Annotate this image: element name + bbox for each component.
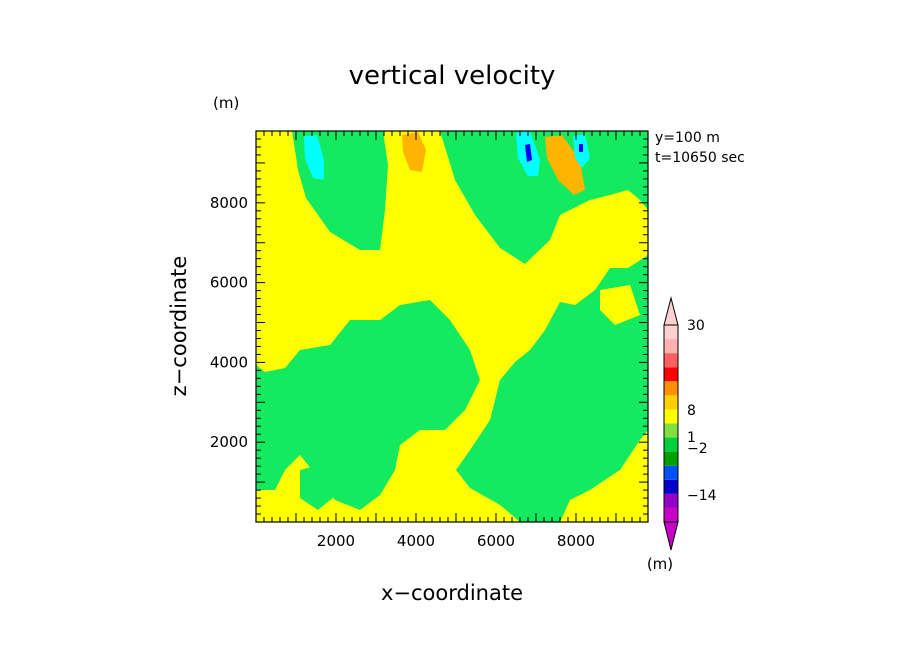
- colorbar-arrow-bottom: [663, 521, 679, 551]
- green-patch-right: [558, 380, 605, 430]
- colorbar-segment: [664, 381, 678, 396]
- blue-blob-2: [579, 144, 583, 152]
- colorbar-frame: [663, 324, 679, 523]
- y-axis-label: z−coordinate: [167, 256, 191, 397]
- y-tick-label: 4000: [210, 353, 248, 371]
- colorbar-unit-label: (m): [647, 555, 673, 573]
- colorbar-arrow-top: [663, 296, 679, 326]
- x-tick-label: 8000: [557, 532, 595, 550]
- blue-blob-1: [525, 144, 532, 162]
- colorbar-segment: [664, 423, 678, 438]
- y-tick-label: 8000: [210, 194, 248, 212]
- orange-blob-1: [402, 132, 426, 172]
- contour-field: [255, 130, 649, 523]
- green-patch-center: [345, 385, 400, 432]
- colorbar-segment: [664, 507, 678, 522]
- colorbar-segment: [664, 451, 678, 466]
- colorbar-segment: [664, 353, 678, 368]
- green-patch-mid: [405, 345, 450, 385]
- colorbar-label: 30: [687, 318, 705, 334]
- colorbar-label: −14: [687, 488, 717, 504]
- colorbar-label: −2: [687, 441, 708, 457]
- colorbar-segment: [664, 465, 678, 480]
- colorbar-segment: [664, 437, 678, 452]
- y-unit-label: (m): [213, 94, 239, 112]
- y-tick-label: 2000: [210, 433, 248, 451]
- colorbar-segment: [664, 325, 678, 340]
- colorbar-segment: [664, 493, 678, 508]
- cyan-blob-1: [304, 135, 324, 180]
- x-tick-label: 4000: [397, 532, 435, 550]
- green-patch-bottom: [300, 462, 340, 510]
- annotation-t: t=10650 sec: [655, 150, 745, 166]
- colorbar-segment: [664, 367, 678, 382]
- chart-title: vertical velocity: [349, 61, 556, 91]
- colorbar-label: 1: [687, 430, 696, 446]
- x-tick-label: 2000: [317, 532, 355, 550]
- colorbar-segment: [664, 339, 678, 354]
- orange-blob-2: [545, 135, 585, 195]
- yellow-patch-upper: [258, 168, 274, 206]
- y-tick-label: 6000: [210, 274, 248, 292]
- colorbar-label: 8: [687, 403, 696, 419]
- plot-frame: [255, 130, 649, 523]
- x-tick-label: 6000: [477, 532, 515, 550]
- yellow-region: [256, 131, 648, 522]
- axes: 2000 4000 6000 8000 2000 4000 6000 8000: [210, 131, 648, 550]
- x-axis-label: x−coordinate: [381, 581, 523, 605]
- colorbar-segment: [664, 479, 678, 494]
- colorbar-segment: [664, 395, 678, 410]
- colorbar-segment: [664, 409, 678, 424]
- colorbar: 30 8 1−2 −14: [663, 296, 717, 551]
- yellow-patch-right: [600, 285, 640, 325]
- annotation-y: y=100 m: [655, 130, 720, 146]
